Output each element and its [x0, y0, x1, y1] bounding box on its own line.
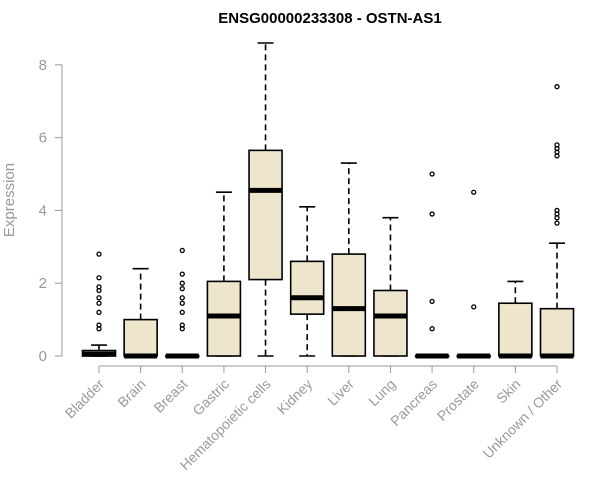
outlier-point	[179, 280, 185, 286]
outlier-point	[96, 284, 102, 290]
outlier-point	[471, 304, 477, 310]
x-tick-label-lung: Lung	[365, 376, 398, 409]
x-tick-label-unknown-other: Unknown / Other	[480, 376, 566, 462]
y-tick-label-4: 4	[39, 202, 47, 219]
outlier-point	[96, 251, 102, 257]
plot-area	[81, 42, 575, 359]
box-group-hematopoietic-cells	[248, 42, 283, 357]
box-rect	[331, 253, 367, 357]
outlier-point	[179, 247, 185, 254]
box-group-kidney	[289, 205, 325, 357]
box-group-unknown-other	[539, 84, 575, 359]
y-tick-label-6: 6	[39, 130, 47, 147]
y-tick-label-8: 8	[39, 57, 47, 74]
chart-title: ENSG00000233308 - OSTN-AS1	[218, 10, 441, 27]
x-tick-label-liver: Liver	[324, 376, 357, 409]
box-rect	[539, 307, 575, 357]
box-group-liver	[331, 162, 367, 357]
outlier-point	[471, 189, 477, 195]
x-tick-label-breast: Breast	[150, 376, 190, 416]
box-rect	[373, 289, 408, 357]
box-group-skin	[498, 280, 533, 359]
x-tick-label-prostate: Prostate	[434, 376, 482, 424]
y-tick-label-0: 0	[39, 348, 47, 365]
outlier-point	[429, 171, 435, 177]
y-axis-label: Expression	[1, 163, 18, 237]
outlier-point	[96, 295, 102, 301]
box-group-lung	[373, 216, 408, 357]
outlier-point	[554, 207, 560, 214]
box-group-prostate	[456, 189, 492, 359]
box-rect	[289, 260, 325, 315]
outlier-point	[179, 309, 185, 315]
outlier-point	[96, 322, 102, 328]
outlier-point	[96, 275, 102, 281]
outlier-point	[554, 84, 560, 90]
y-axis: 0 2 4 6 8	[39, 57, 63, 365]
box-group-brain	[123, 267, 158, 359]
box-group-bladder	[81, 251, 117, 357]
outlier-point	[179, 286, 185, 292]
box-group-breast	[164, 247, 200, 359]
outlier-point	[554, 220, 560, 226]
outlier-point	[429, 326, 435, 332]
box-rect	[206, 280, 242, 357]
box-rect	[498, 302, 533, 357]
outlier-point	[179, 295, 185, 301]
outlier-point	[554, 142, 560, 148]
outlier-point	[96, 300, 102, 306]
y-tick-label-2: 2	[39, 275, 47, 292]
outlier-point	[96, 309, 102, 315]
outlier-point	[179, 322, 185, 328]
x-tick-label-bladder: Bladder	[62, 376, 108, 422]
outlier-point	[179, 271, 185, 277]
outlier-point	[179, 300, 185, 306]
box-group-pancreas	[414, 171, 450, 359]
x-tick-label-brain: Brain	[114, 376, 148, 410]
outlier-point	[429, 298, 435, 305]
box-rect	[248, 149, 283, 281]
box-rect	[123, 318, 158, 357]
box-group-gastric	[206, 191, 242, 357]
x-tick-label-kidney: Kidney	[274, 376, 316, 418]
x-tick-label-skin: Skin	[493, 376, 524, 407]
outlier-point	[429, 211, 435, 217]
